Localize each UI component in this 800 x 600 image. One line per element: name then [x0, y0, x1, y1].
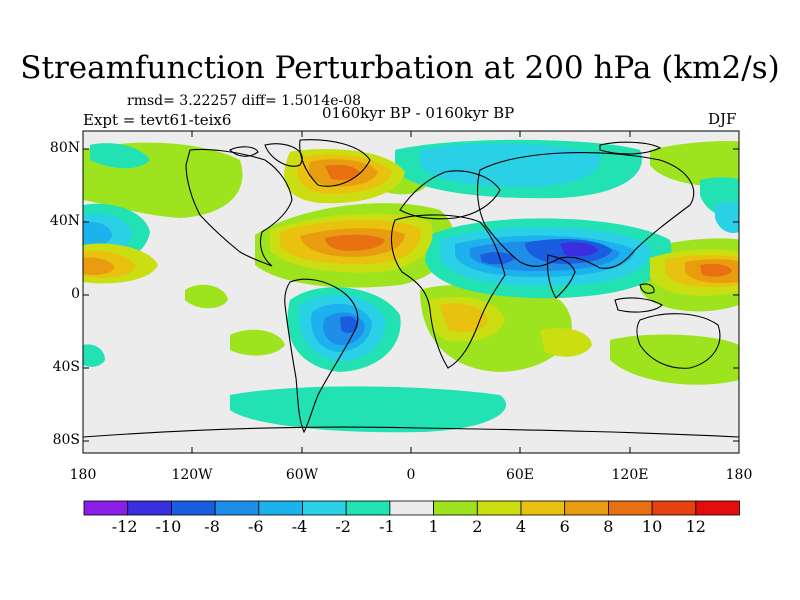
colorbar-box	[608, 500, 653, 516]
colorbar-box	[170, 500, 216, 516]
colorbar-label: -10	[155, 517, 182, 536]
lat-label-80s: 80S	[52, 432, 80, 448]
colorbar-box	[214, 500, 260, 516]
colorbar-box	[127, 500, 172, 516]
lon-label-60e: 60E	[505, 467, 535, 483]
period-label: 0160kyr BP - 0160kyr BP	[322, 104, 515, 122]
colorbar-label: 6	[559, 517, 570, 536]
lon-label-120e: 120E	[611, 467, 649, 483]
colorbar-box	[564, 500, 609, 516]
colorbar-label: -8	[204, 517, 220, 536]
colorbar-box	[389, 500, 434, 516]
coastlines	[83, 139, 739, 438]
colorbar-box	[83, 500, 129, 516]
experiment-label: Expt = tevt61-teix6	[83, 111, 232, 129]
colorbar-box	[258, 500, 303, 516]
lat-ticks	[83, 148, 739, 442]
colorbar-box	[302, 500, 347, 516]
contour-field	[83, 131, 739, 453]
colorbar-box	[476, 500, 522, 516]
colorbar-label: 8	[603, 517, 614, 536]
lat-label-40n: 40N	[49, 213, 80, 229]
lon-ticks	[191, 131, 631, 453]
colorbar-label: 2	[472, 517, 483, 536]
lon-label-180e: 180	[725, 467, 753, 483]
lon-label-120w: 120W	[171, 467, 213, 483]
lat-label-80n: 80N	[49, 140, 80, 156]
colorbar-box	[520, 500, 566, 516]
colorbar-label: -12	[111, 517, 138, 536]
lat-label-40s: 40S	[52, 359, 80, 375]
plot-title: Streamfunction Perturbation at 200 hPa (…	[20, 50, 780, 86]
colorbar-label: 12	[685, 517, 706, 536]
colorbar-label: -6	[248, 517, 264, 536]
contour-band-negative-10	[560, 242, 598, 257]
lon-label-60w: 60W	[285, 467, 319, 483]
colorbar-label: -1	[379, 517, 395, 536]
colorbar-label: 4	[515, 517, 527, 536]
season-label: DJF	[708, 110, 737, 128]
colorbar-label: 1	[428, 517, 439, 536]
lon-label-0: 0	[406, 467, 416, 483]
colorbar-box	[345, 500, 391, 516]
colorbar-box	[651, 500, 697, 516]
colorbar-box	[433, 500, 478, 516]
colorbar-label: -2	[335, 517, 351, 536]
stats-text: rmsd= 3.22257 diff= 1.5014e-08	[127, 93, 362, 109]
lat-label-0: 0	[71, 286, 80, 302]
lon-label-180w: 180	[69, 467, 97, 483]
colorbar-label: -4	[291, 517, 308, 536]
contour-band-positive-8	[325, 164, 732, 277]
colorbar-label: 10	[641, 517, 663, 536]
colorbar-box	[695, 500, 740, 516]
colorbar	[83, 500, 740, 516]
